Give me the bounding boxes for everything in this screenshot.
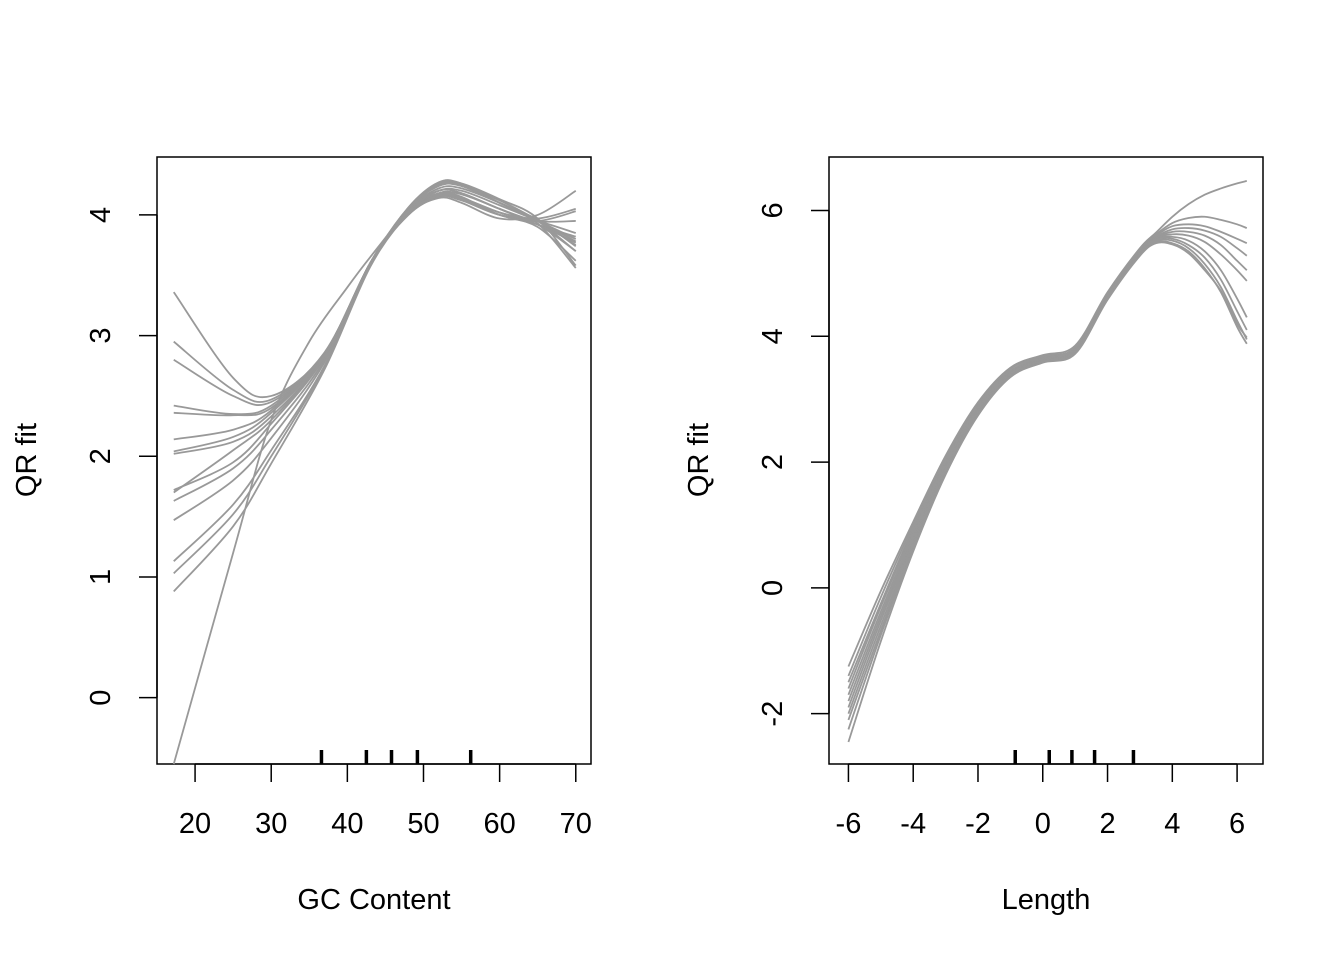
y-tick-label: 0 xyxy=(757,580,789,596)
series-line xyxy=(173,179,577,453)
x-tick-label: -2 xyxy=(965,808,991,840)
y-tick-label: 0 xyxy=(85,690,117,706)
y-axis: -2 0 2 4 6 xyxy=(757,202,830,727)
panel-gc-content: 20 30 40 50 60 70 0 1 2 3 4 GC Content QR fit xyxy=(11,156,592,916)
x-tick-label: 4 xyxy=(1164,808,1180,840)
series-line xyxy=(173,188,576,491)
series-line xyxy=(847,223,1248,683)
y-tick-label: -2 xyxy=(757,701,789,727)
series-line xyxy=(847,180,1248,667)
x-tick-label: 70 xyxy=(560,808,592,840)
y-axis-label: QR fit xyxy=(11,423,43,497)
x-tick-label: 30 xyxy=(255,808,287,840)
x-axis: 20 30 40 50 60 70 xyxy=(179,763,592,840)
series-line xyxy=(172,188,577,765)
x-axis: -6 -4 -2 0 2 4 6 xyxy=(836,763,1245,840)
series-line xyxy=(847,241,1248,743)
series-line xyxy=(847,227,1248,689)
series-line xyxy=(173,193,577,502)
y-tick-label: 3 xyxy=(85,328,117,344)
x-tick-label: 6 xyxy=(1229,808,1245,840)
y-tick-label: 6 xyxy=(757,202,789,218)
series-line xyxy=(847,230,1248,696)
rug-layer xyxy=(1013,750,1136,764)
series-line xyxy=(173,193,577,593)
series-line xyxy=(173,187,577,403)
series-line xyxy=(847,240,1248,730)
series-line xyxy=(847,233,1248,702)
y-tick-label: 1 xyxy=(85,569,117,585)
x-tick-label: 2 xyxy=(1099,808,1115,840)
x-tick-label: 0 xyxy=(1035,808,1051,840)
x-tick-label: -6 xyxy=(836,808,862,840)
y-tick-label: 2 xyxy=(85,448,117,464)
series-line xyxy=(847,238,1248,721)
y-tick-label: 2 xyxy=(757,454,789,470)
series-line xyxy=(847,236,1248,714)
rug-layer xyxy=(319,750,473,764)
series-line xyxy=(173,195,576,521)
series-line xyxy=(173,190,577,562)
series-line xyxy=(847,235,1248,708)
y-axis-label: QR fit xyxy=(683,423,715,497)
y-tick-label: 4 xyxy=(85,207,117,223)
series-layer xyxy=(847,180,1248,743)
panel-length: -6 -4 -2 0 2 4 6 -2 0 2 4 6 Length QR fit xyxy=(683,156,1264,916)
x-axis-label: Length xyxy=(1002,884,1091,916)
series-line xyxy=(173,191,577,494)
plot-frame xyxy=(828,156,1264,765)
series-line xyxy=(173,190,577,399)
x-tick-label: 40 xyxy=(331,808,363,840)
x-tick-label: 20 xyxy=(179,808,211,840)
x-tick-label: -4 xyxy=(900,808,926,840)
x-tick-label: 60 xyxy=(483,808,515,840)
y-tick-label: 4 xyxy=(757,328,789,344)
series-line xyxy=(847,215,1248,677)
series-layer xyxy=(172,179,577,765)
x-axis-label: GC Content xyxy=(297,884,450,916)
y-axis: 0 1 2 3 4 xyxy=(85,207,158,706)
plot-frame xyxy=(156,156,592,765)
x-tick-label: 50 xyxy=(407,808,439,840)
